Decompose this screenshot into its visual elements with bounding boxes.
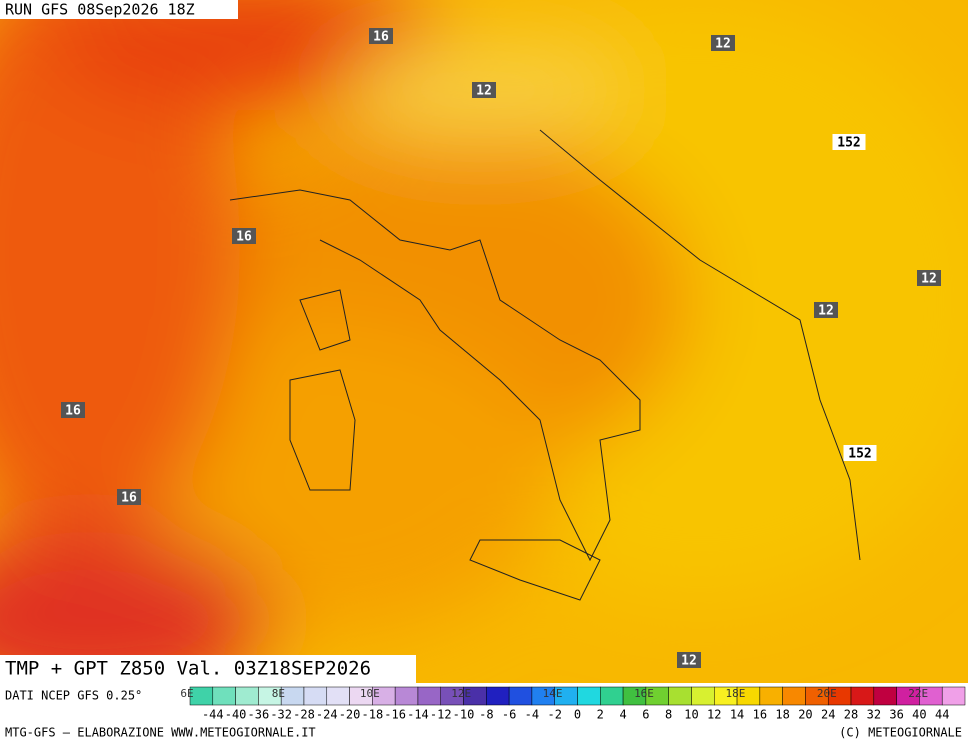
contour-label: 16 [65,404,81,419]
run-box [0,0,238,19]
colorbar-tick: 16 [753,708,767,722]
contour-label: 16 [373,30,389,45]
run-label: RUN GFS 08Sep2026 18Z [5,1,195,19]
colorbar-tick: -32 [270,708,292,722]
colorbar-tick: 10 [684,708,698,722]
colorbar-tick: -20 [339,708,361,722]
colorbar-tick: -2 [547,708,561,722]
longitude-label: 10E [360,687,380,700]
colorbar-tick: -44 [202,708,224,722]
longitude-label: 20E [817,687,837,700]
contour-label: 12 [921,272,937,287]
map-field [0,0,968,683]
contour-label-box [61,402,85,418]
contour-label: 152 [848,447,871,462]
contour-label-box [677,652,701,668]
contour-label-box [917,270,941,286]
colorbar-swatch [303,686,328,706]
colorbar-swatch [486,686,510,706]
colorbar-tick: -28 [293,708,315,722]
colorbar-tick: 0 [574,708,581,722]
title-box [0,655,416,683]
colorbar-tick: -10 [453,708,475,722]
contour-label-box [369,28,393,44]
longitude-label: 18E [725,687,745,700]
colorbar-swatch [873,686,897,706]
contour-label: 12 [476,84,492,99]
colorbar-tick: -16 [384,708,406,722]
contour-label-box [711,35,735,51]
colorbar-tick: 14 [730,708,744,722]
contour-label-box [472,82,496,98]
longitude-label: 14E [543,687,563,700]
contour-label: 12 [818,304,834,319]
credit-label: MTG-GFS – ELABORAZIONE WWW.METEOGIORNALE… [5,726,316,740]
colorbar-tick: -8 [479,708,493,722]
colorbar-swatch [759,686,783,706]
colorbar-tick: 12 [707,708,721,722]
contour-label-box [832,134,866,150]
contour-label-box [232,228,256,244]
colorbar-swatch [417,686,441,706]
colorbar-tick: 8 [665,708,672,722]
colorbar-tick: -36 [248,708,270,722]
map-title: TMP + GPT Z850 Val. 03Z18SEP2026 [5,658,371,680]
colorbar-tick: 44 [935,708,949,722]
colorbar-tick: -12 [430,708,452,722]
contour-label: 16 [121,491,137,506]
colorbar-tick: 18 [775,708,789,722]
colorbar-tick: 20 [798,708,812,722]
longitude-label: 12E [451,687,471,700]
contour-label: 16 [236,230,252,245]
contour-label: 12 [715,37,731,52]
colorbar-tick: -24 [316,708,338,722]
colorbar-tick: 28 [844,708,858,722]
colorbar-tick: 40 [912,708,926,722]
colorbar-tick: -4 [525,708,539,722]
colorbar-tick: 2 [597,708,604,722]
colorbar-swatch [691,686,715,706]
colorbar-tick: 24 [821,708,835,722]
coastlines [229,129,861,601]
contour-label: 152 [837,136,860,151]
longitude-label: 16E [634,687,654,700]
colorbar-swatch [212,686,236,706]
colorbar-swatch [782,686,806,706]
colorbar-swatch [668,686,692,706]
colorbar-tick: 6 [642,708,649,722]
colorbar-tick: -6 [502,708,516,722]
colorbar-swatch [577,686,601,706]
longitude-label: 22E [908,687,928,700]
colorbar-swatch [850,686,875,706]
contour-label: 12 [681,654,697,669]
source-label: DATI NCEP GFS 0.25° [5,689,142,703]
colorbar-tick: 32 [867,708,881,722]
copyright-label: (C) METEOGIORNALE [839,726,962,740]
colorbar-swatch [508,686,533,706]
colorbar-swatch [326,686,350,706]
colorbar-tick: 36 [889,708,903,722]
colorbar-tick: -14 [407,708,429,722]
colorbar-swatch [600,686,624,706]
colorbar-tick: -18 [362,708,384,722]
colorbar-swatch [941,686,966,706]
contour-label-box [814,302,838,318]
colorbar-tick: -40 [225,708,247,722]
colorbar-swatch [394,686,419,706]
contour-label-box [117,489,141,505]
colorbar-tick: 4 [619,708,626,722]
colorbar-swatch [235,686,259,706]
contour-label-box [843,445,877,461]
longitude-label: 6E [180,687,193,700]
longitude-label: 8E [272,687,285,700]
